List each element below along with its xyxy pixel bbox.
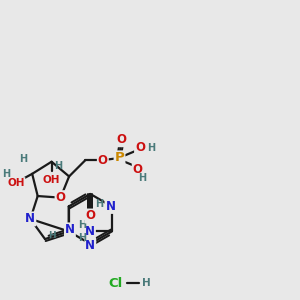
Text: H: H <box>54 161 62 171</box>
Text: OH: OH <box>7 178 25 188</box>
Text: P: P <box>115 152 124 164</box>
Text: O: O <box>133 163 143 176</box>
Text: O: O <box>135 142 145 154</box>
Text: N: N <box>65 224 75 236</box>
Text: H: H <box>78 220 86 230</box>
Text: H: H <box>95 199 104 209</box>
Text: H: H <box>3 169 11 179</box>
Text: H: H <box>138 173 146 184</box>
Text: H: H <box>147 143 155 153</box>
Text: H: H <box>19 154 27 164</box>
Text: O: O <box>116 133 126 146</box>
Text: N: N <box>85 225 95 238</box>
Text: N: N <box>26 212 35 225</box>
Text: N: N <box>105 200 116 213</box>
Text: O: O <box>98 154 108 167</box>
Text: H: H <box>49 231 56 240</box>
Text: OH: OH <box>43 175 60 185</box>
Text: H: H <box>78 233 86 243</box>
Text: N: N <box>85 239 95 252</box>
Text: H: H <box>142 278 151 288</box>
Text: O: O <box>56 191 65 204</box>
Text: O: O <box>85 209 95 223</box>
Text: Cl: Cl <box>108 277 122 290</box>
